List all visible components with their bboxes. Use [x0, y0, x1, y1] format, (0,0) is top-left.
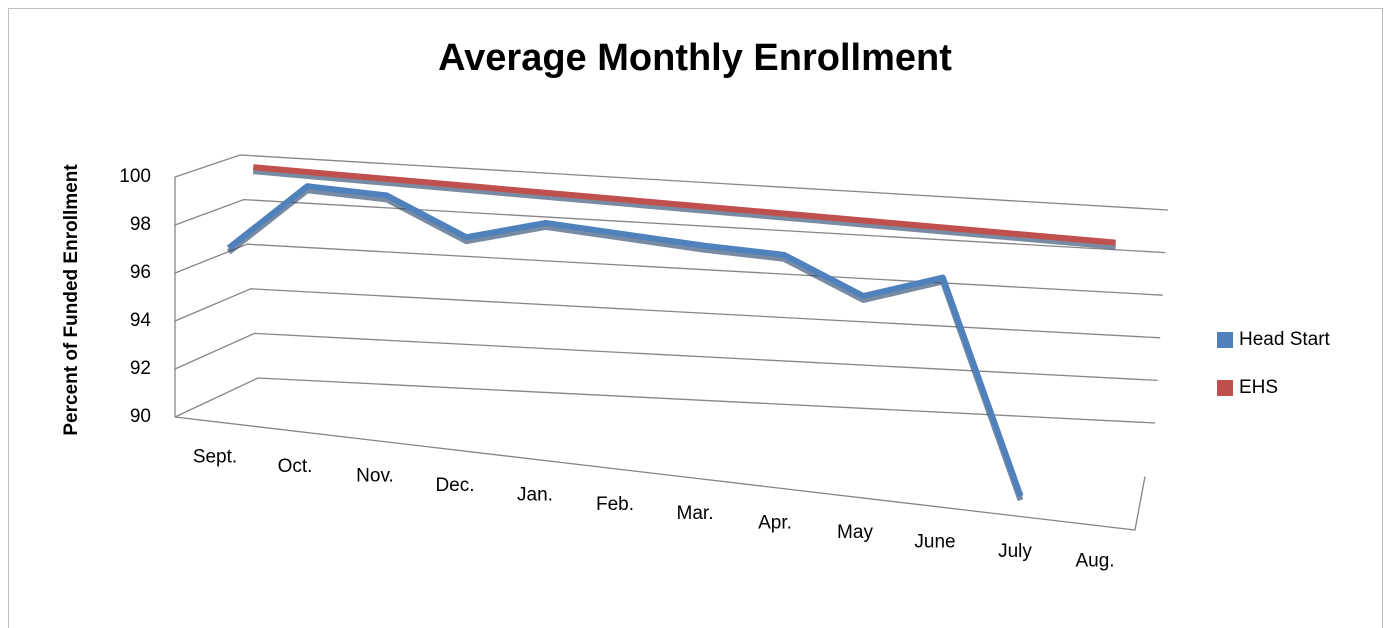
series-line	[226, 183, 1024, 498]
x-tick-label: Mar.	[677, 503, 714, 524]
y-tick-label: 92	[130, 358, 151, 379]
series-shadow	[252, 168, 1116, 250]
x-tick-label: Jan.	[517, 484, 553, 505]
y-axis-title: Percent of Funded Enrollment	[61, 164, 82, 436]
y-tick-label: 90	[130, 406, 151, 427]
x-tick-label: July	[998, 541, 1032, 562]
x-tick-label: Aug.	[1075, 550, 1114, 571]
chart-frame	[8, 8, 1383, 628]
grid-line	[174, 377, 1156, 424]
grid-line	[174, 288, 1161, 339]
legend-swatch	[1217, 332, 1233, 348]
grid-line	[174, 154, 1169, 211]
legend-label: Head Start	[1239, 329, 1331, 350]
x-tick-label: Dec.	[435, 475, 474, 496]
x-tick-label: Apr.	[758, 513, 792, 534]
chart-title: Average Monthly Enrollment	[438, 37, 952, 79]
legend-swatch	[1217, 380, 1233, 396]
x-tick-label: May	[837, 522, 873, 543]
floor-edge	[174, 416, 1146, 531]
x-tick-label: Feb.	[596, 494, 634, 515]
legend-label: EHS	[1239, 377, 1278, 398]
x-tick-label: June	[914, 531, 955, 552]
series-line	[252, 164, 1116, 246]
y-tick-label: 96	[130, 262, 151, 283]
grid-line	[174, 198, 1166, 254]
grid-line	[174, 332, 1158, 382]
y-tick-label: 100	[119, 166, 151, 187]
y-tick-label: 98	[130, 214, 151, 235]
y-tick-label: 94	[130, 310, 152, 331]
x-tick-label: Nov.	[356, 466, 394, 487]
x-tick-label: Sept.	[193, 447, 237, 468]
series-shadow	[226, 187, 1024, 502]
x-tick-label: Oct.	[278, 456, 313, 477]
grid-line	[174, 243, 1163, 296]
